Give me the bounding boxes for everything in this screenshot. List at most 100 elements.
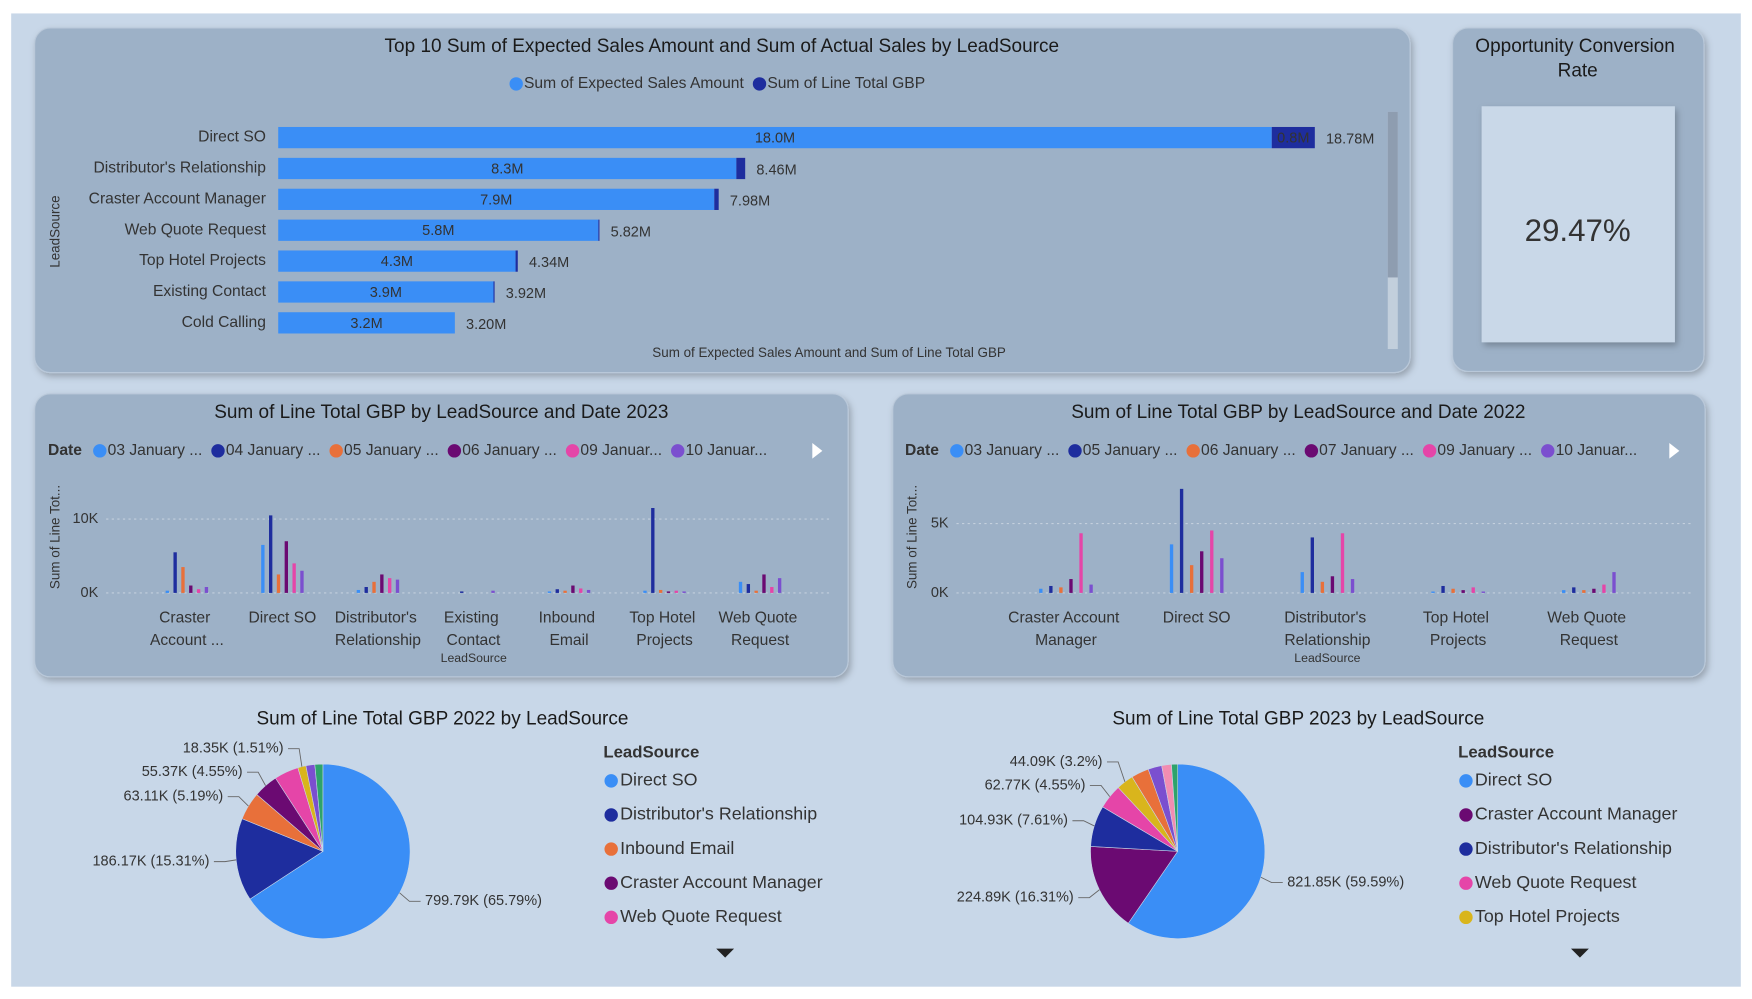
bar	[460, 591, 464, 593]
legend: Sum of Expected Sales Amount Sum of Line …	[509, 75, 925, 92]
legend-label: Web Quote Request	[620, 906, 782, 926]
bar	[300, 570, 304, 593]
y-tick-label: 0K	[931, 585, 949, 601]
slice-label: 55.37K (4.55%)	[142, 764, 243, 780]
next-arrow[interactable]	[812, 443, 823, 459]
bar	[189, 585, 193, 593]
leader-line	[1078, 889, 1100, 899]
slice-label: 44.09K (3.2%)	[1010, 754, 1103, 770]
x-tick-label: Distributor's Relationship	[335, 610, 421, 649]
total-label: 18.78M	[1326, 132, 1374, 148]
pie-slice	[314, 763, 324, 852]
bar-value-label: 18.0M	[755, 131, 795, 147]
bar	[1612, 572, 1616, 593]
leader-line	[1260, 876, 1283, 883]
legend-scroll-arrow[interactable]	[1570, 948, 1589, 958]
bar-segment	[278, 281, 494, 303]
legend-marker	[565, 444, 580, 458]
legend-marker	[1186, 444, 1200, 458]
bar	[571, 585, 575, 593]
pie-slice	[249, 763, 411, 939]
y-tick-label: 0K	[81, 585, 99, 601]
bar	[284, 541, 288, 593]
bar	[269, 515, 273, 593]
x-tick-label: Craster Account ...	[150, 610, 224, 649]
card	[34, 393, 849, 678]
bar	[651, 508, 655, 593]
legend-marker	[93, 444, 107, 458]
bar-segment	[493, 281, 495, 303]
legend-marker	[211, 444, 225, 458]
leader-line	[1106, 761, 1126, 783]
legend-marker	[1068, 444, 1082, 458]
legend-marker	[604, 842, 618, 856]
category-label: Existing Contact	[153, 283, 267, 300]
legend-label: 07 January ...	[1319, 442, 1414, 459]
bar-segment	[278, 188, 715, 210]
bar	[380, 574, 384, 593]
bar	[1441, 585, 1445, 593]
legend-marker	[329, 444, 343, 458]
bar	[1300, 572, 1304, 593]
bar	[777, 578, 782, 593]
leader-line	[227, 796, 249, 807]
legend-label: 03 January ...	[108, 442, 203, 459]
bar	[666, 591, 671, 593]
bar-segment	[278, 219, 599, 241]
legend-label: Craster Account Manager	[620, 872, 823, 892]
slice-label: 63.11K (5.19%)	[124, 789, 224, 805]
bar	[674, 590, 678, 593]
legend-marker	[604, 774, 618, 788]
total-label: 4.34M	[529, 255, 569, 271]
slice-label: 62.77K (4.55%)	[985, 777, 1086, 793]
legend-label: 09 Januar...	[580, 442, 662, 459]
y-axis-title: Sum of Line Tot...	[47, 485, 62, 589]
bar	[1562, 590, 1566, 593]
legend-marker	[604, 876, 618, 890]
scrollbar-thumb[interactable]	[1387, 111, 1398, 278]
bar-segment	[278, 126, 1272, 149]
x-tick-label: Existing Contact	[444, 610, 503, 649]
category-label: Top Hotel Projects	[139, 252, 266, 269]
category-label: Web Quote Request	[125, 221, 267, 238]
x-axis-title: LeadSource	[1294, 651, 1360, 665]
category-label: Cold Calling	[182, 314, 266, 331]
legend-label: Sum of Line Total GBP	[767, 75, 925, 92]
bar	[1169, 544, 1174, 593]
bar	[1340, 533, 1345, 593]
bar-segment	[736, 157, 746, 180]
bar	[1451, 588, 1455, 593]
leader-line	[247, 771, 266, 786]
pie-slice	[235, 818, 324, 900]
chart-title: Top 10 Sum of Expected Sales Amount and …	[385, 36, 1060, 57]
bar-value-label: 0.8M	[1277, 131, 1309, 147]
bar	[1320, 581, 1325, 593]
legend-title: LeadSource	[603, 742, 699, 761]
bar	[738, 581, 743, 593]
y-axis-title: Sum of Line Tot...	[904, 485, 919, 589]
legend-label: Top Hotel Projects	[1475, 906, 1620, 926]
legend-label: 05 January ...	[344, 442, 439, 459]
bar	[1220, 558, 1224, 593]
next-arrow[interactable]	[1669, 443, 1680, 459]
legend-label: 03 January ...	[965, 442, 1060, 459]
bar	[356, 589, 361, 593]
legend-marker	[604, 910, 618, 925]
y-tick-label: 10K	[73, 511, 99, 527]
legend-marker	[1459, 842, 1473, 856]
bar	[1039, 588, 1043, 593]
legend-scroll-arrow[interactable]	[716, 948, 735, 958]
slice-label: 224.89K (16.31%)	[957, 889, 1074, 905]
leader-line	[1072, 820, 1095, 827]
bar	[1079, 533, 1083, 593]
bar-segment	[278, 157, 737, 180]
y-tick-label: 5K	[931, 515, 949, 531]
bar	[261, 544, 265, 593]
x-tick-label: Distributor's Relationship	[1284, 610, 1370, 649]
bar-segment	[598, 219, 600, 241]
bar	[364, 587, 368, 593]
slice-label: 104.93K (7.61%)	[959, 813, 1068, 829]
slice-label: 799.79K (65.79%)	[425, 893, 542, 909]
legend-marker	[1459, 808, 1473, 822]
